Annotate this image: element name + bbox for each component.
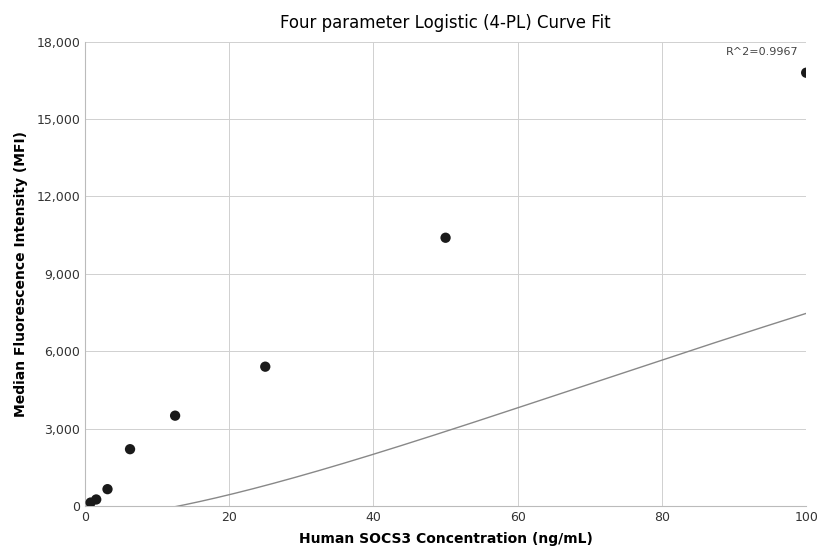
Point [123,445,136,454]
X-axis label: Human SOCS3 Concentration (ng/mL): Human SOCS3 Concentration (ng/mL) [299,532,592,546]
Text: R^2=0.9967: R^2=0.9967 [726,47,799,57]
Title: Four parameter Logistic (4-PL) Curve Fit: Four parameter Logistic (4-PL) Curve Fit [280,14,611,32]
Point [439,234,453,242]
Point [101,484,114,493]
Point [259,362,272,371]
Point [84,498,97,507]
Point [800,68,813,77]
Point [90,495,103,504]
Point [168,411,181,420]
Y-axis label: Median Fluorescence Intensity (MFI): Median Fluorescence Intensity (MFI) [14,131,28,417]
